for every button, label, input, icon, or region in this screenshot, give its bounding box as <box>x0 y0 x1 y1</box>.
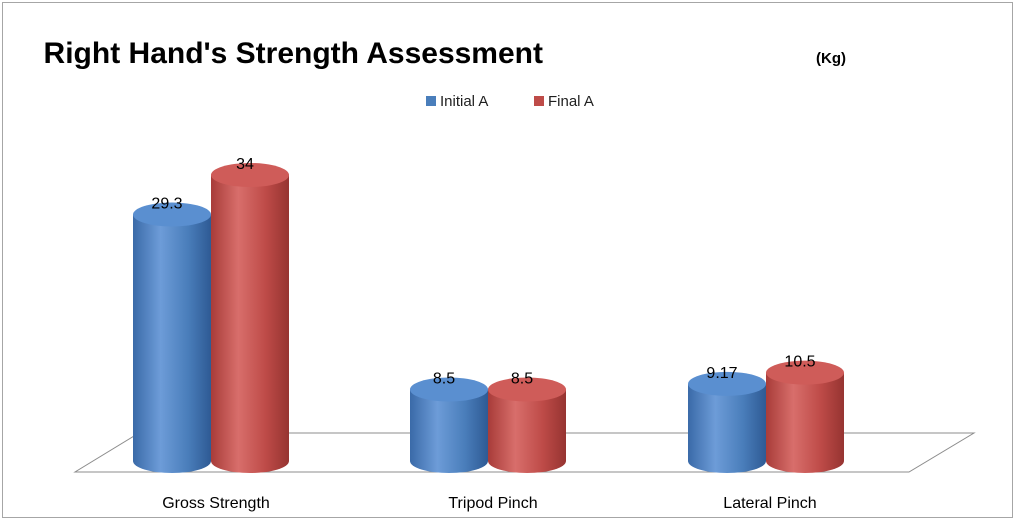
bar-top-cap <box>133 202 211 227</box>
data-label-initial-lateral-pinch: 9.17 <box>706 365 737 382</box>
data-label-final-gross-strength: 34 <box>236 156 254 173</box>
bar-body <box>211 175 289 473</box>
data-label-final-lateral-pinch: 10.5 <box>784 354 815 371</box>
chart-title-text: Right Hand's Strength Assessment <box>44 37 543 70</box>
bar-initial-gross-strength: 29.3 <box>133 196 211 474</box>
bar-final-gross-strength: 34 <box>211 156 289 473</box>
bar-top-cap <box>766 360 844 385</box>
bar-body <box>133 214 211 474</box>
legend-label-initial: Initial A <box>440 93 488 110</box>
bar-initial-lateral-pinch: 9.17 <box>688 365 766 473</box>
bar-final-tripod-pinch: 8.5 <box>488 371 566 473</box>
bars-layer: 29.3 34 8.5 8.5 9.17 10.5 <box>133 156 844 474</box>
bar-top-cap <box>488 377 566 402</box>
bar-body <box>688 383 766 473</box>
category-label-lateral-pinch: Lateral Pinch <box>723 495 816 512</box>
legend-label-final: Final A <box>548 93 594 110</box>
bar-final-lateral-pinch: 10.5 <box>766 354 844 473</box>
bar-top-cap <box>211 163 289 187</box>
bar-top-cap <box>688 371 766 396</box>
bar-body <box>410 389 488 473</box>
legend: Initial A Final A <box>426 93 594 110</box>
data-label-initial-gross-strength: 29.3 <box>151 196 182 213</box>
legend-swatch-final <box>534 96 544 106</box>
category-label-tripod-pinch: Tripod Pinch <box>448 495 537 512</box>
bar-body <box>766 372 844 473</box>
data-label-final-tripod-pinch: 8.5 <box>511 371 533 388</box>
chart-title-unit: (Kg) <box>816 50 846 67</box>
chart-canvas: Right Hand's Strength Assessment (Kg) In… <box>44 37 976 512</box>
bar-body <box>488 389 566 473</box>
category-labels: Gross Strength Tripod Pinch Lateral Pinc… <box>162 495 817 512</box>
data-label-initial-tripod-pinch: 8.5 <box>433 371 455 388</box>
category-label-gross-strength: Gross Strength <box>162 495 270 512</box>
bar-initial-tripod-pinch: 8.5 <box>410 371 488 473</box>
legend-swatch-initial <box>426 96 436 106</box>
chart-title: Right Hand's Strength Assessment (Kg) <box>44 37 846 70</box>
bar-top-cap <box>410 377 488 402</box>
